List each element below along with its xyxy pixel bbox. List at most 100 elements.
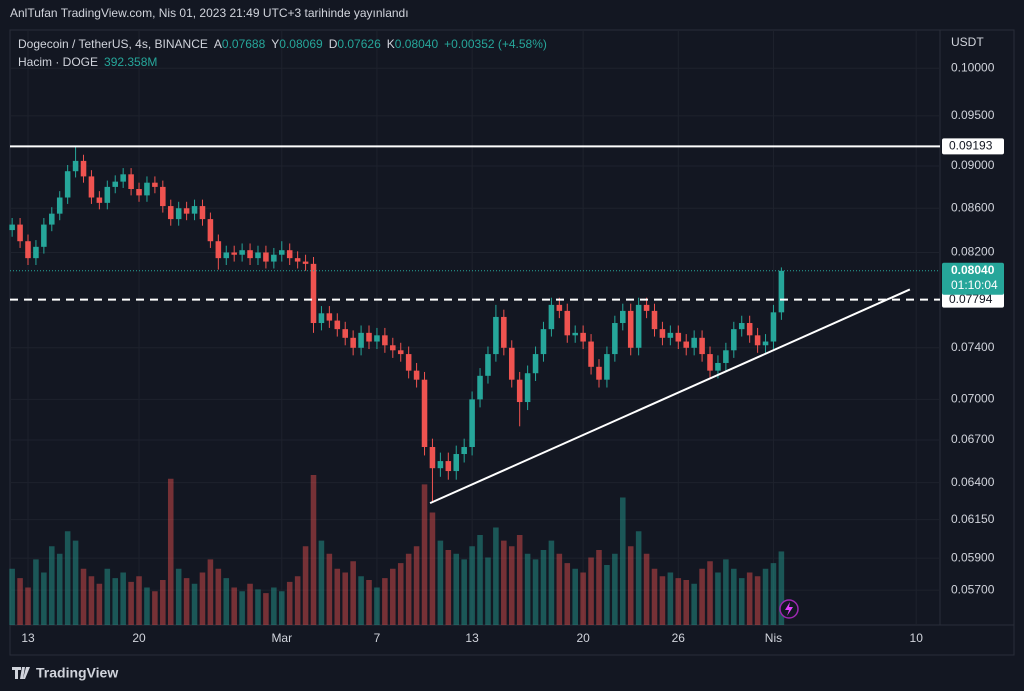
candle-body <box>691 337 697 348</box>
brand-name[interactable]: TradingView <box>36 665 118 681</box>
volume-bar <box>152 591 158 625</box>
y-tick-label: 0.10000 <box>951 60 995 74</box>
y-tick-label: 0.08200 <box>951 245 995 259</box>
candle-body <box>136 189 142 196</box>
volume-bar <box>421 484 428 625</box>
volume-bar <box>215 568 222 625</box>
candle-body <box>271 254 277 262</box>
volume-bar <box>501 540 507 625</box>
candle-body <box>96 197 103 203</box>
candle-body <box>104 186 111 203</box>
volume-bar <box>524 553 531 625</box>
symbol: Dogecoin / TetherUS, 4s, BINANCE <box>18 37 208 51</box>
candle-body <box>461 447 467 455</box>
volume-legend: Hacim · DOGE 392.358M <box>18 55 157 69</box>
ohlc-value: 0.07626 <box>337 37 381 51</box>
volume-layer <box>9 475 785 625</box>
candle-body <box>746 323 753 336</box>
volume-bar <box>263 593 269 625</box>
candle-body <box>366 332 372 342</box>
candle-body <box>596 366 602 380</box>
candle-body <box>128 174 134 190</box>
volume-bar <box>445 550 452 625</box>
volume-bar <box>485 557 491 625</box>
candle-body <box>437 461 444 469</box>
level-label: 0.07794 <box>949 292 993 306</box>
candle-body <box>144 182 150 196</box>
volume-bar <box>112 578 119 625</box>
candle-body <box>278 250 285 255</box>
candle-body <box>358 332 364 348</box>
candle-body <box>540 329 547 355</box>
candle-body <box>516 379 523 403</box>
candle-body <box>683 341 690 348</box>
candle-body <box>477 375 483 400</box>
x-tick-label: 13 <box>21 631 35 645</box>
candle-body <box>17 224 23 242</box>
volume-bar <box>429 512 436 625</box>
candle-body <box>64 171 71 198</box>
y-tick-label: 0.06400 <box>951 475 995 489</box>
volume-bar <box>120 572 126 625</box>
volume-bar <box>683 580 690 625</box>
volume-bar <box>64 531 71 625</box>
y-tick-label: 0.06700 <box>951 432 995 446</box>
candle-body <box>635 304 642 348</box>
candle-body <box>548 304 555 330</box>
candle-body <box>620 310 626 324</box>
x-tick-label: 26 <box>672 631 686 645</box>
volume-bar <box>691 583 697 625</box>
volume-bar <box>627 546 634 625</box>
candle-body <box>207 219 214 242</box>
volume-bar <box>56 553 63 625</box>
volume-bar <box>461 559 467 625</box>
volume-bar <box>754 576 761 625</box>
candle-body <box>667 332 674 338</box>
candle-body <box>643 304 650 311</box>
candle-body <box>239 250 245 255</box>
volume-bar <box>88 576 95 625</box>
volume-bar <box>199 572 206 625</box>
volume-bar <box>96 583 103 625</box>
volume-bar <box>715 572 721 625</box>
candle-body <box>572 332 578 336</box>
grid <box>10 30 940 625</box>
candle-body <box>754 335 761 346</box>
volume-bar <box>738 578 745 625</box>
volume-bar <box>508 546 515 625</box>
volume-bar <box>556 553 563 625</box>
volume-bar <box>604 565 610 625</box>
candle-body <box>286 250 293 259</box>
candle-body <box>41 224 47 247</box>
ohlc-label: K <box>387 37 395 51</box>
volume-bar <box>596 550 602 625</box>
volume-bar <box>358 576 364 625</box>
volume-bar <box>477 535 483 625</box>
volume-bar <box>302 546 309 625</box>
volume-bar <box>326 553 333 625</box>
volume-bar <box>390 568 396 625</box>
volume-bar <box>255 589 261 625</box>
volume-bar <box>239 591 245 625</box>
candle-body <box>699 337 705 355</box>
x-tick-label: 7 <box>374 631 381 645</box>
brand-logo[interactable] <box>12 667 30 679</box>
candle-body <box>326 313 333 321</box>
volume-bar <box>191 583 198 625</box>
volume-title: Hacim · DOGE <box>18 55 98 69</box>
x-tick-label: Mar <box>271 631 292 645</box>
y-tick-label: 0.07400 <box>951 340 995 354</box>
volume-bar <box>128 581 134 625</box>
y-tick-label: 0.08600 <box>951 200 995 214</box>
x-tick-label: 13 <box>465 631 479 645</box>
candle-body <box>247 250 253 259</box>
candle-body <box>445 461 452 472</box>
volume-bar <box>286 581 293 625</box>
volume-bar <box>144 587 150 625</box>
volume-bar <box>350 561 356 625</box>
candle-body <box>72 160 79 172</box>
candle-body <box>707 354 713 371</box>
candle-body <box>382 335 388 346</box>
volume-bar <box>17 578 23 625</box>
candle-body <box>215 241 222 259</box>
